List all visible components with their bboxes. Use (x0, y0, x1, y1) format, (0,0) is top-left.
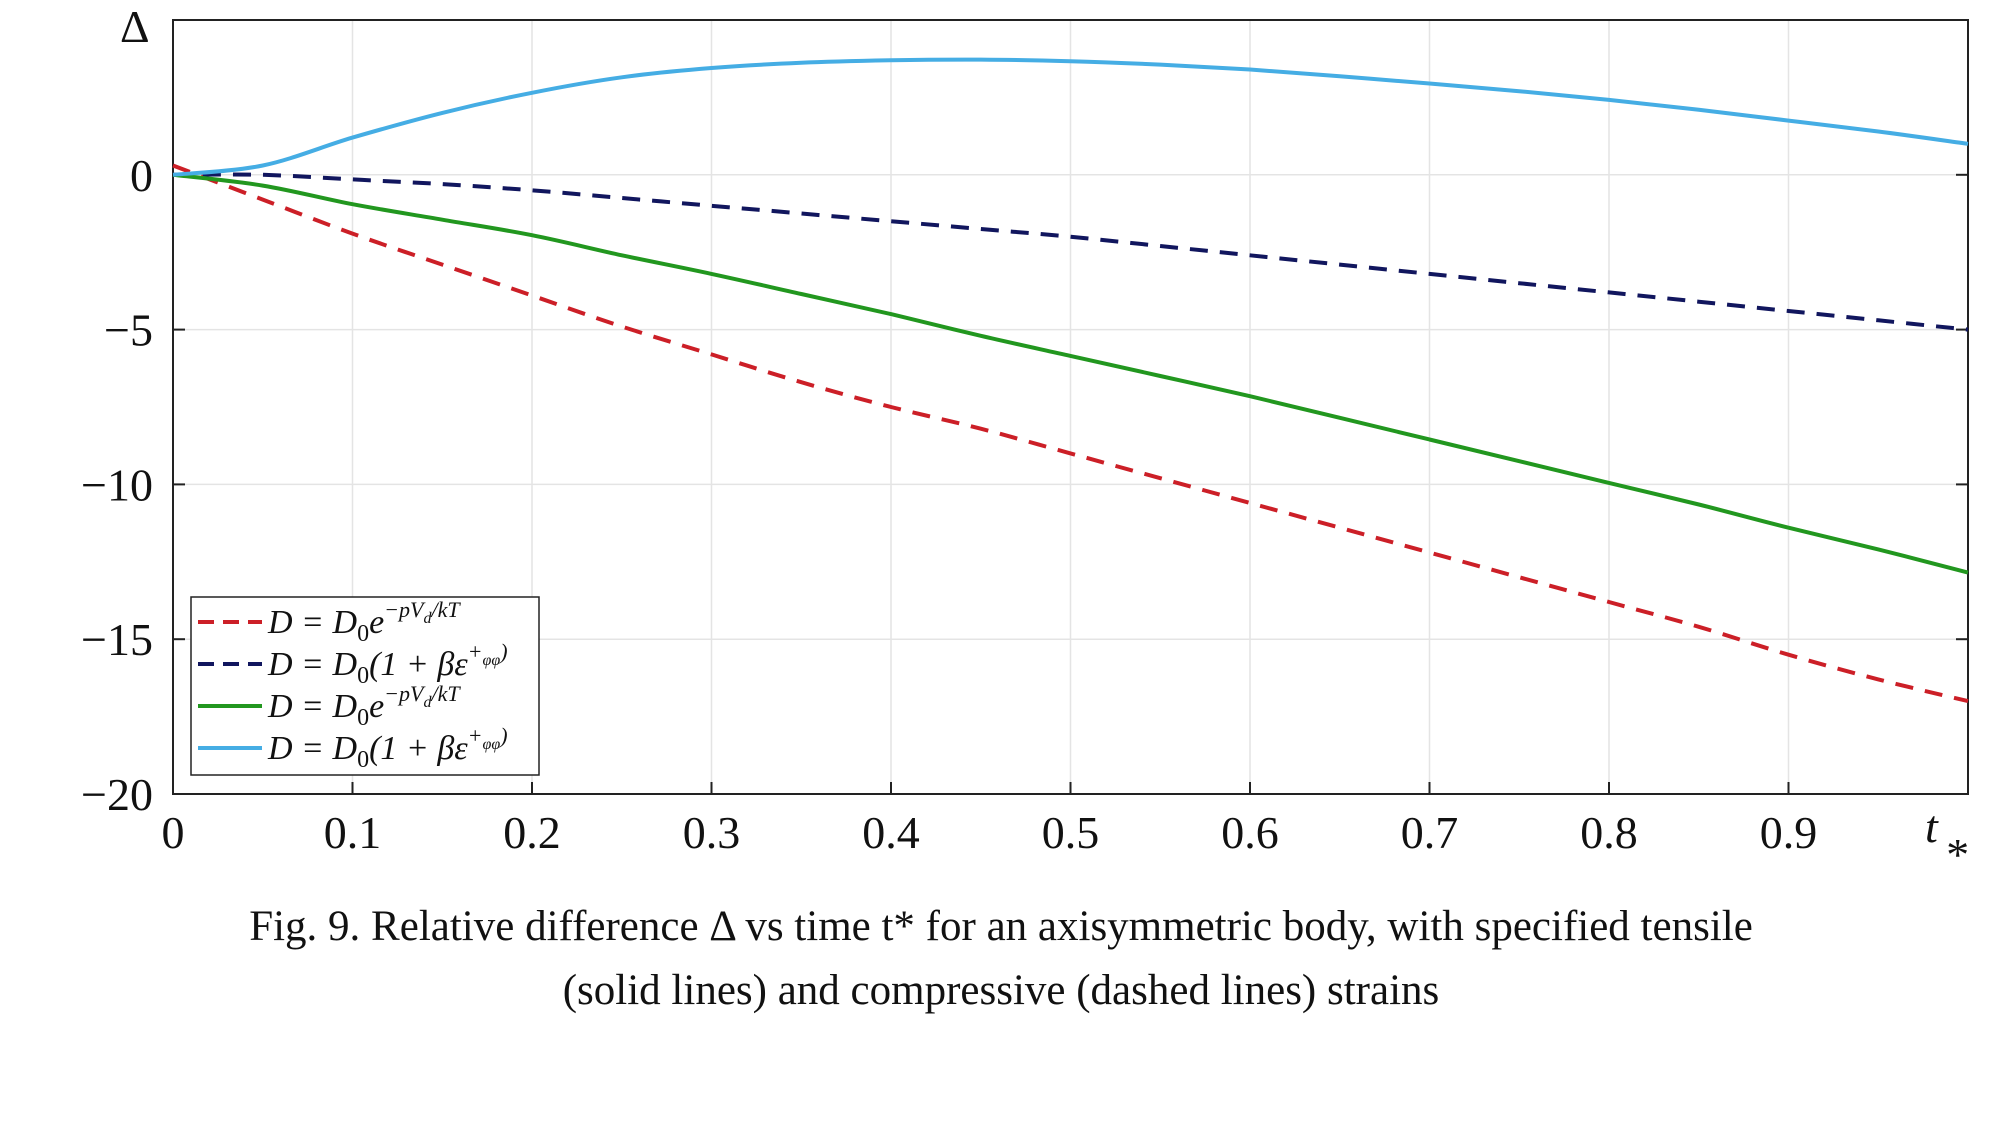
legend-box (190, 596, 540, 776)
y-axis-label: Δ (120, 1, 150, 52)
y-tick-label: −15 (81, 614, 153, 665)
legend-entry: D = D0e−pVd/kT (267, 681, 461, 731)
series-line-3 (172, 172, 1969, 575)
series-line-4 (172, 57, 1969, 177)
svg-text:t: t (1925, 801, 1939, 852)
x-tick-label: 0 (162, 807, 185, 858)
y-tick-label: −10 (81, 459, 153, 510)
legend-entry: D = D0(1 + βε+φφ) (267, 639, 508, 689)
svg-text:*: * (1944, 829, 1967, 880)
tick-labels: 0 0.1 0.2 0.3 0.4 0.5 0.6 0.7 0.8 0.9 0 −5 −10 −15 −20 (81, 150, 1817, 858)
x-axis-label: t * (1925, 801, 1967, 880)
y-tick-label: −20 (81, 769, 153, 820)
legend-entry: D = D0(1 + βε+φφ) (267, 723, 508, 773)
legend: D = D0e−pVd/kTD = D0(1 + βε+φφ)D = D0e−p… (190, 596, 540, 776)
x-tick-label: 0.5 (1042, 807, 1100, 858)
y-tick-label: −5 (104, 305, 153, 356)
legend-entry: D = D0e−pVd/kT (267, 597, 461, 647)
x-tick-label: 0.8 (1580, 807, 1638, 858)
figure-caption: Fig. 9. Relative difference Δ vs time t*… (0, 895, 2002, 1023)
grid-lines (172, 20, 1968, 795)
caption-line-1: Fig. 9. Relative difference Δ vs time t*… (249, 903, 1753, 950)
x-tick-label: 0.3 (683, 807, 741, 858)
series-lines (172, 57, 1969, 704)
x-tick-label: 0.6 (1221, 807, 1279, 858)
y-tick-label: 0 (130, 150, 153, 201)
x-tick-label: 0.9 (1760, 807, 1818, 858)
caption-line-2: (solid lines) and compressive (dashed li… (562, 967, 1440, 1014)
series-line-1 (172, 163, 1969, 704)
series-line-2 (172, 172, 1969, 332)
x-tick-label: 0.1 (324, 807, 382, 858)
plot-frame (172, 19, 1969, 795)
x-tick-label: 0.7 (1401, 807, 1459, 858)
x-tick-label: 0.4 (862, 807, 920, 858)
chart-figure: 0 0.1 0.2 0.3 0.4 0.5 0.6 0.7 0.8 0.9 0 −5 −10 −15 −20… (81, 1, 1969, 880)
x-tick-label: 0.2 (503, 807, 561, 858)
